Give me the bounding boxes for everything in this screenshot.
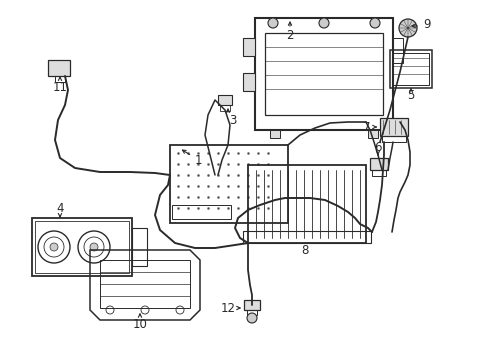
Bar <box>100 260 190 308</box>
Bar <box>270 130 280 138</box>
Bar <box>48 60 70 76</box>
Bar <box>220 105 230 111</box>
Circle shape <box>370 18 380 28</box>
Bar <box>247 310 257 315</box>
Bar <box>393 53 429 85</box>
Bar <box>248 165 366 243</box>
Text: 5: 5 <box>407 89 415 102</box>
Bar <box>393 38 403 63</box>
Text: 3: 3 <box>229 113 237 126</box>
Text: 11: 11 <box>52 81 68 94</box>
Bar <box>243 231 371 243</box>
Text: 7: 7 <box>363 121 371 134</box>
Bar <box>218 95 232 105</box>
Bar <box>172 205 231 219</box>
Text: 12: 12 <box>220 302 236 315</box>
Text: 9: 9 <box>423 18 431 31</box>
Bar <box>170 145 288 223</box>
Bar <box>35 221 129 273</box>
Bar <box>382 136 406 142</box>
Bar <box>390 50 432 88</box>
Text: 8: 8 <box>301 243 309 257</box>
Bar <box>368 130 378 138</box>
Circle shape <box>90 243 98 251</box>
Text: 6: 6 <box>374 140 382 153</box>
Bar <box>380 118 408 136</box>
Circle shape <box>319 18 329 28</box>
Bar <box>243 73 255 91</box>
Text: 1: 1 <box>194 153 202 166</box>
Circle shape <box>247 313 257 323</box>
Circle shape <box>268 18 278 28</box>
Bar <box>372 170 386 176</box>
Text: 4: 4 <box>56 202 64 215</box>
Bar <box>243 38 255 56</box>
Bar <box>370 158 388 170</box>
Bar <box>32 218 132 276</box>
Text: 2: 2 <box>286 28 294 41</box>
Circle shape <box>399 19 417 37</box>
Circle shape <box>50 243 58 251</box>
Bar <box>55 76 65 82</box>
Bar <box>132 228 147 266</box>
Text: 10: 10 <box>133 319 147 332</box>
Bar <box>265 33 383 115</box>
Bar <box>244 300 260 310</box>
Bar <box>255 18 393 130</box>
